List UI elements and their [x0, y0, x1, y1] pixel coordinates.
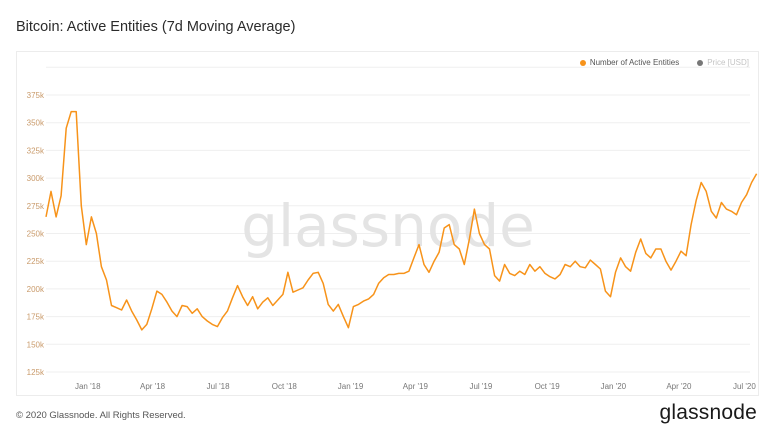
legend-item-active-entities[interactable]: Number of Active Entities	[579, 58, 680, 67]
legend: Number of Active Entities Price [USD]	[579, 58, 749, 67]
y-tick-label: 275k	[27, 202, 45, 211]
y-tick-label: 350k	[27, 119, 45, 128]
x-tick-label: Oct '18	[272, 382, 298, 391]
y-tick-label: 225k	[27, 257, 45, 266]
y-tick-label: 150k	[27, 340, 45, 349]
x-tick-label: Jul '20	[733, 382, 756, 391]
chart-title: Bitcoin: Active Entities (7d Moving Aver…	[16, 19, 296, 35]
chart-frame	[16, 51, 759, 396]
x-tick-label: Jan '19	[338, 382, 364, 391]
y-tick-label: 200k	[27, 285, 45, 294]
series-line-active-entities	[45, 110, 758, 331]
x-tick-label: Apr '18	[140, 382, 166, 391]
x-tick-label: Apr '20	[666, 382, 692, 391]
y-tick-label: 175k	[27, 313, 45, 322]
y-tick-label: 250k	[27, 230, 45, 239]
x-tick-label: Jul '18	[207, 382, 230, 391]
copyright: © 2020 Glassnode. All Rights Reserved.	[16, 410, 186, 421]
legend-label: Price [USD]	[707, 58, 749, 67]
x-tick-label: Jul '19	[469, 382, 492, 391]
x-tick-label: Jan '20	[601, 382, 627, 391]
x-tick-label: Apr '19	[403, 382, 429, 391]
legend-dot-icon	[697, 59, 704, 66]
legend-dot-icon	[579, 59, 586, 66]
y-tick-label: 300k	[27, 174, 45, 183]
glassnode-logo: glassnode	[659, 401, 757, 424]
y-tick-label: 125k	[27, 368, 45, 377]
watermark: glassnode	[241, 192, 535, 260]
x-tick-label: Jan '18	[75, 382, 101, 391]
y-tick-label: 325k	[27, 146, 45, 155]
y-tick-label: 375k	[27, 91, 45, 100]
legend-label: Number of Active Entities	[589, 58, 680, 67]
x-tick-label: Oct '19	[535, 382, 561, 391]
legend-item-price[interactable]: Price [USD]	[697, 58, 749, 67]
